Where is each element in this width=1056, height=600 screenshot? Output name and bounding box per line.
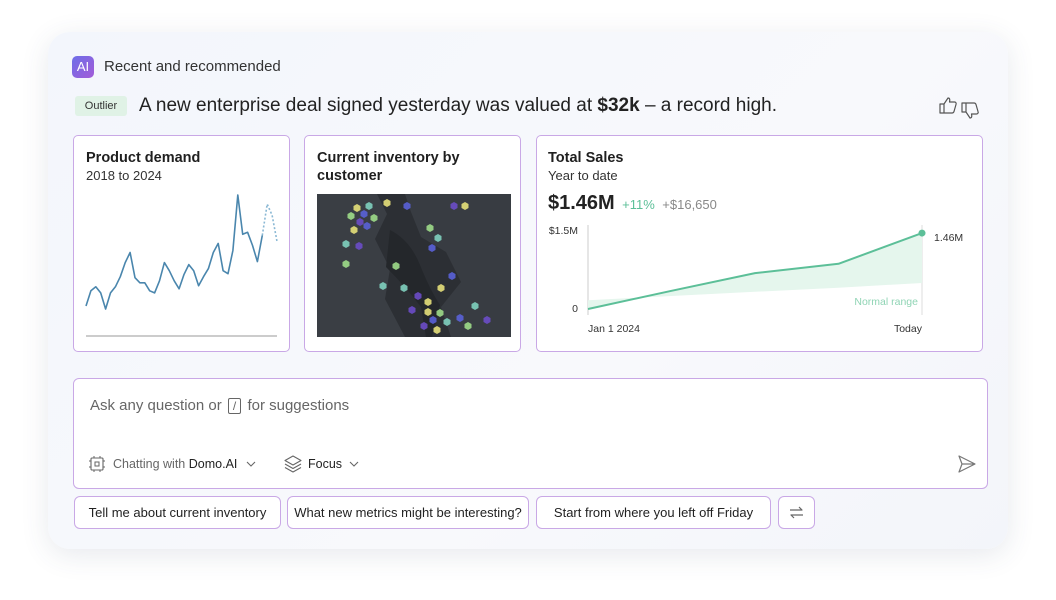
product-demand-card[interactable]: Product demand 2018 to 2024 — [73, 135, 290, 352]
refresh-icon — [790, 506, 803, 519]
suggestion[interactable]: What new metrics might be interesting? — [287, 496, 529, 529]
section-title: Recent and recommended — [104, 58, 281, 75]
kpi-change: +11% — [622, 197, 655, 212]
kpi: $1.46M +11% +$16,650 — [548, 191, 717, 217]
refresh-suggestions[interactable] — [778, 496, 815, 529]
card-subtitle: Year to date — [548, 168, 618, 183]
card-title: Total Sales — [548, 150, 624, 166]
placeholder-after: for suggestions — [247, 397, 350, 414]
chat-prefix: Chatting with — [113, 457, 186, 471]
ai-badge: AI — [72, 56, 94, 78]
insight-after: – a record high. — [644, 95, 777, 116]
inventory-map-card[interactable]: Current inventory by customer — [304, 135, 521, 352]
suggestion[interactable]: Tell me about current inventory — [74, 496, 281, 529]
card-subtitle: 2018 to 2024 — [86, 168, 162, 183]
feedback-icons — [939, 97, 979, 119]
insight-text: A new enterprise deal signed yesterday w… — [139, 94, 777, 118]
layers-icon — [284, 455, 302, 473]
chip-icon — [89, 456, 105, 472]
send-button[interactable] — [957, 454, 977, 474]
composer[interactable]: Ask any question or / for suggestions Ch… — [73, 378, 988, 489]
insight-highlight: $32k — [597, 95, 640, 116]
chevron — [349, 461, 359, 467]
chevron — [246, 461, 256, 467]
placeholder-before: Ask any question or — [90, 397, 222, 414]
card-title: Product demand — [86, 150, 201, 166]
total-sales-card[interactable]: Total Sales Year to date $1.46M +11% +$1… — [536, 135, 983, 352]
kpi-value: $1.46M — [548, 192, 615, 214]
insight-before: A new enterprise deal signed yesterday w… — [139, 95, 593, 116]
kpi-delta: +$16,650 — [662, 197, 717, 212]
thumbs-up[interactable] — [939, 97, 957, 114]
focus-selector[interactable]: Focus — [308, 457, 343, 471]
card-title: Current inventory by customer — [317, 150, 460, 184]
placeholder-key: / — [227, 398, 242, 414]
thumbs-down[interactable] — [961, 102, 979, 119]
chat-agent: Domo.AI — [188, 457, 238, 471]
placeholder: Ask any question or / for suggestions — [90, 396, 349, 416]
chat-agent-selector[interactable]: Chatting with Domo.AI — [113, 455, 237, 473]
outlier-tag: Outlier — [75, 96, 127, 116]
suggestion[interactable]: Start from where you left off Friday — [536, 496, 771, 529]
